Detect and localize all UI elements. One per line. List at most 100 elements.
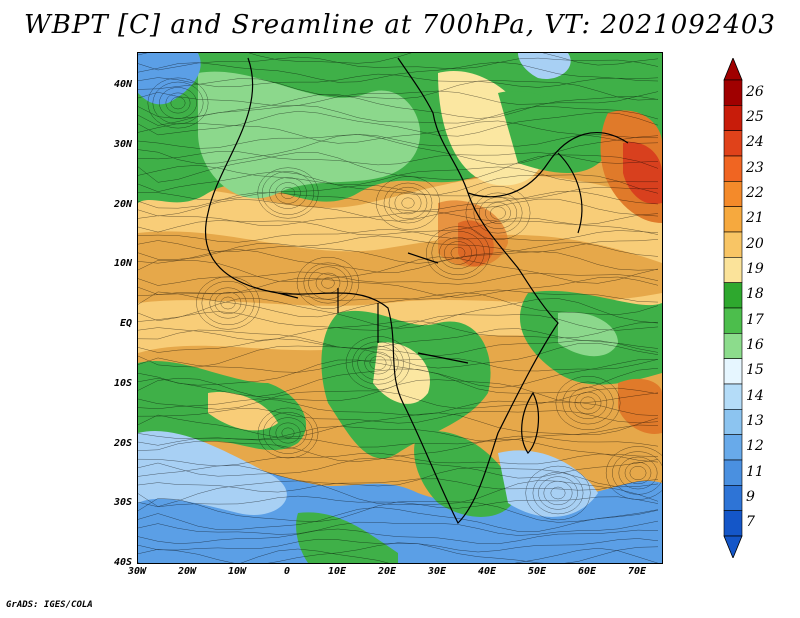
vortex-ring — [562, 381, 614, 425]
vortex-ring — [281, 427, 295, 439]
vortex-ring — [308, 266, 348, 300]
y-tick-label: 30N — [113, 138, 132, 150]
streamline — [138, 320, 659, 341]
colorbar-swatch — [723, 231, 743, 258]
vortex-ring — [490, 206, 506, 220]
x-tick-label: 20E — [377, 566, 397, 577]
x-tick-label: 0 — [283, 566, 291, 577]
vortex-ring — [269, 177, 307, 209]
vortex-ring — [383, 182, 433, 224]
streamline — [138, 289, 659, 303]
wbpt-map — [138, 53, 662, 563]
streamline — [138, 61, 659, 83]
y-tick-label: 30S — [113, 497, 132, 509]
vortex-ring — [209, 287, 247, 319]
colorbar-swatch — [723, 383, 743, 410]
colorbar-tick-label: 12 — [746, 438, 764, 455]
colorbar-swatch — [723, 434, 743, 461]
vortex-ring — [357, 345, 399, 381]
streamline — [138, 520, 659, 536]
vortex-ring — [629, 465, 647, 481]
x-tick-label: 70E — [627, 566, 647, 577]
streamline — [138, 190, 659, 212]
streamline — [138, 134, 659, 149]
colorbar-tick-label: 15 — [746, 362, 764, 379]
vortex-ring — [220, 296, 236, 310]
colorbar-tick-label: 19 — [746, 261, 764, 277]
vortex-ring — [525, 465, 591, 521]
colorbar-swatch — [723, 307, 743, 334]
vortex-ring — [465, 185, 531, 241]
colorbar-swatch — [723, 358, 743, 385]
colorbar-swatch — [723, 510, 743, 537]
streamline — [138, 110, 659, 137]
colorbar-tick-label: 18 — [746, 286, 764, 303]
vortex-ring — [485, 202, 511, 224]
streamline — [138, 538, 659, 553]
vortex-ring — [605, 446, 662, 500]
map-panel — [137, 52, 663, 564]
streamline — [138, 498, 659, 523]
vortex-ring — [538, 476, 578, 510]
vortex-ring — [624, 461, 652, 485]
streamline — [138, 90, 659, 107]
streamline — [138, 211, 659, 226]
vortex-ring — [201, 280, 255, 326]
y-tick-label: 20S — [113, 437, 132, 449]
streamline — [138, 256, 659, 284]
vortex-ring — [375, 176, 441, 230]
vortex-ring — [257, 407, 319, 459]
colorbar-swatch — [723, 333, 743, 359]
streamline — [138, 328, 659, 350]
y-tick-label: 40S — [113, 557, 132, 568]
colorbar-swatch — [723, 459, 743, 486]
vortex-ring — [303, 262, 353, 304]
vortex-ring — [443, 241, 473, 265]
colorbar-min-arrow — [723, 535, 743, 558]
vortex-ring — [426, 226, 490, 280]
streamline — [138, 452, 659, 467]
streamline — [138, 134, 659, 165]
vortex-ring — [280, 187, 296, 199]
streamline — [138, 171, 659, 196]
colorbar-swatch — [723, 282, 743, 309]
x-tick-label: 10W — [227, 566, 247, 577]
colorbar — [723, 58, 743, 558]
vortex-ring — [196, 276, 260, 330]
streamline — [138, 408, 659, 424]
vortex-ring — [543, 480, 573, 506]
vortex-ring — [159, 87, 197, 119]
vortex-ring — [532, 471, 584, 515]
x-tick-label: 30W — [127, 566, 147, 577]
streamline — [138, 94, 659, 119]
vortex-ring — [431, 230, 485, 276]
vortex-ring — [369, 355, 387, 371]
vortex-ring — [574, 391, 602, 415]
vortex-ring — [296, 256, 360, 310]
streamline — [138, 151, 659, 166]
colorbar-tick-label: 7 — [746, 514, 755, 531]
vortex-ring — [478, 197, 518, 229]
credit-text: GrADS: IGES/COLA — [6, 600, 93, 610]
streamline — [138, 298, 659, 329]
vortex-ring — [214, 291, 242, 315]
colorbar-swatch — [723, 257, 743, 283]
streamline — [138, 235, 659, 253]
streamline — [138, 120, 659, 144]
streamline — [138, 105, 659, 126]
chart-title: WBPT [C] and Sreamline at 700hPa, VT: 20… — [24, 10, 776, 40]
vortex-ring — [165, 92, 191, 114]
coastlines — [204, 57, 629, 525]
vortex-ring — [580, 396, 596, 410]
x-tick-label: 20W — [177, 566, 197, 577]
vortex-ring — [550, 486, 566, 500]
vortex-ring — [438, 237, 478, 269]
vortex-ring — [152, 81, 204, 125]
y-tick-label: 40N — [113, 79, 132, 90]
streamline — [138, 542, 659, 563]
vortex-ring — [275, 182, 301, 204]
vortex-ring — [394, 191, 422, 215]
streamline — [138, 387, 659, 410]
vortex-ring — [364, 351, 392, 375]
vortex-ring — [618, 456, 658, 490]
